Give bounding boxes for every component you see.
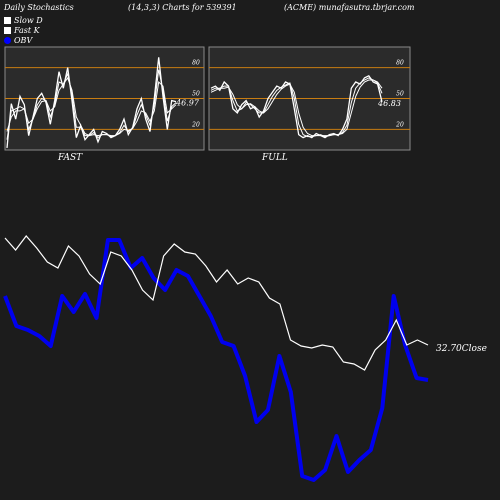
legend-obv: OBV — [4, 36, 32, 45]
legend-swatch-slow-d — [4, 17, 11, 24]
price-close-value: 32.70 — [436, 344, 462, 354]
full-stoch-line-0 — [210, 74, 383, 139]
fast-stoch-line-1 — [6, 69, 177, 140]
legend-fast-k: Fast K — [4, 26, 40, 35]
obv-line — [3, 238, 429, 482]
full-stoch-line-1 — [210, 77, 383, 138]
chart-title: Daily Stochastics — [4, 3, 74, 12]
legend-swatch-fast-k — [4, 27, 11, 34]
legend-label-slow-d: Slow D — [14, 16, 43, 25]
fast-last-value-label: 46.97 — [175, 99, 200, 108]
price-close-label: 32.70Close — [436, 344, 487, 354]
full-last-value-label: 46.83 — [377, 99, 401, 108]
legend-swatch-obv — [4, 37, 11, 44]
full-tick-label-50: 50 — [396, 91, 404, 98]
fast-stoch-line-0 — [6, 57, 177, 148]
fast-stoch-line-2 — [6, 76, 177, 137]
full-stoch-line-2 — [210, 79, 383, 137]
full-tick-label-80: 80 — [396, 60, 404, 67]
fast-tick-label-50: 50 — [192, 91, 200, 98]
fast-tick-label-20: 20 — [191, 121, 200, 128]
legend-slow-d: Slow D — [4, 16, 43, 25]
legend-label-obv: OBV — [14, 36, 33, 45]
legend-label-fast-k: Fast K — [14, 26, 40, 35]
full-tick-label-20: 20 — [395, 121, 404, 128]
site-label: (ACME) munafasutra.tbrjar.com — [284, 3, 415, 12]
chart-params: (14,3,3) Charts for 539391 — [128, 3, 237, 12]
fast-panel-label: FAST — [58, 153, 83, 163]
fast-tick-label-80: 80 — [192, 60, 200, 67]
price-line — [4, 235, 429, 371]
price-close-suffix: Close — [462, 344, 487, 354]
full-panel-label: FULL — [262, 153, 288, 163]
